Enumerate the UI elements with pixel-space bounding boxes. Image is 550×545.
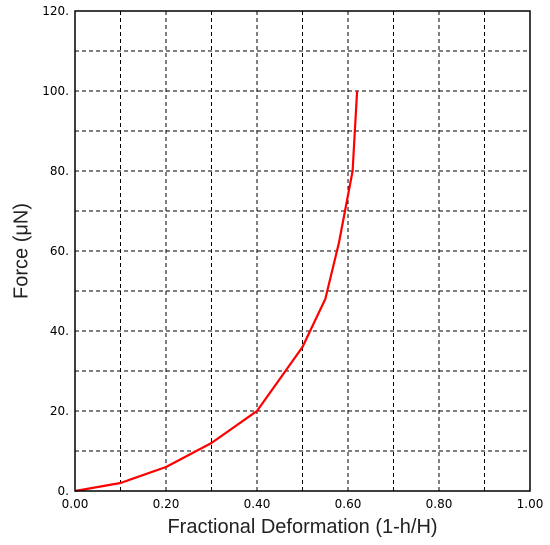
- x-axis-title: Fractional Deformation (1-h/H): [167, 516, 437, 538]
- y-tick-label: 20.: [50, 404, 69, 418]
- plot-frame: [74, 10, 531, 492]
- y-tick-label: 120.: [42, 4, 69, 18]
- grid: [75, 11, 530, 491]
- tick-labels: 0.00 0.20 0.40 0.60 0.80 1.00 0. 20. 40. 60. 80. 10…: [42, 4, 543, 511]
- y-tick-label: 100.: [42, 84, 69, 98]
- x-tick-label: 1.00: [517, 497, 544, 511]
- x-tick-label: 0.00: [62, 497, 89, 511]
- y-tick-label: 0.: [58, 484, 69, 498]
- y-axis-title: Force (μN): [10, 203, 32, 299]
- y-tick-label: 60.: [50, 244, 69, 258]
- x-tick-label: 0.20: [153, 497, 180, 511]
- series-line: [74, 90, 359, 493]
- x-tick-label: 0.80: [426, 497, 453, 511]
- x-tick-label: 0.40: [244, 497, 271, 511]
- x-tick-label: 0.60: [335, 497, 362, 511]
- y-tick-label: 80.: [50, 164, 69, 178]
- y-tick-label: 40.: [50, 324, 69, 338]
- series-layer: [74, 90, 359, 493]
